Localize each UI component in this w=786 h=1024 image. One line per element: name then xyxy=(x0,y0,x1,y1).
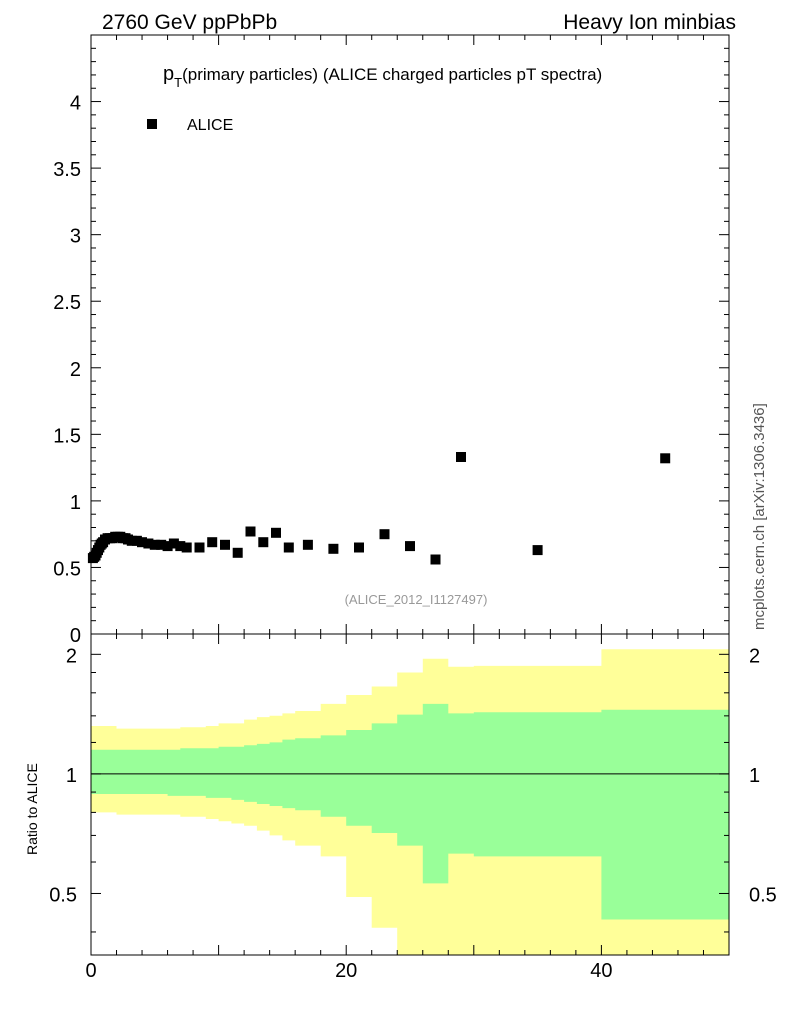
data-point xyxy=(137,537,147,548)
data-point xyxy=(232,547,243,558)
data-point xyxy=(162,541,173,552)
data-point xyxy=(220,539,230,550)
data-point xyxy=(660,453,671,464)
data-point xyxy=(328,543,339,554)
ratio-ylabel: Ratio to ALICE xyxy=(24,763,40,855)
plot-title-rest: (primary particles) (ALICE charged parti… xyxy=(182,65,602,84)
y-tick-label: 2.5 xyxy=(53,292,81,314)
data-point xyxy=(245,526,256,537)
data-point xyxy=(175,541,186,552)
y-tick-label: 2 xyxy=(70,359,81,381)
data-point xyxy=(207,537,218,548)
ratio-y-tick-label: 2 xyxy=(66,645,77,667)
plot-title-sub: T xyxy=(174,75,182,90)
data-point xyxy=(258,537,269,548)
ratio-y-tick-label-right: 1 xyxy=(749,765,760,787)
data-point xyxy=(430,554,441,565)
data-point xyxy=(532,545,543,556)
y-tick-label: 0.5 xyxy=(53,558,81,580)
data-point xyxy=(271,527,281,538)
data-point xyxy=(302,539,313,550)
data-point xyxy=(168,538,179,549)
y-tick-label: 1.5 xyxy=(53,425,81,447)
header-right: Heavy Ion minbias xyxy=(563,11,736,34)
header-left: 2760 GeV ppPbPb xyxy=(102,11,277,34)
ratio-y-tick-label: 1 xyxy=(66,765,77,787)
legend-marker xyxy=(147,119,157,129)
data-point xyxy=(283,542,294,553)
ratio-frame xyxy=(90,633,730,956)
ratio-y-tick-label-right: 0.5 xyxy=(749,884,777,906)
data-point xyxy=(126,535,137,546)
legend-label: ALICE xyxy=(187,117,233,134)
analysis-id: (ALICE_2012_I1127497) xyxy=(345,592,488,607)
ratio-plot: 0 20 40 0.5 0.5 1 1 2 2 xyxy=(49,633,777,982)
x-tick-label: 20 xyxy=(335,960,357,982)
x-tick-label: 40 xyxy=(590,960,612,982)
data-point xyxy=(405,541,415,552)
ratio-y-tick-label-right: 2 xyxy=(749,645,760,667)
data-point xyxy=(456,452,466,462)
data-point xyxy=(131,535,142,546)
side-note: mcplots.cern.ch [arXiv:1306.3436] xyxy=(751,403,768,630)
y-tick-label: 3 xyxy=(70,226,81,248)
data-point xyxy=(194,542,205,553)
plot-title: pT(primary particles) (ALICE charged par… xyxy=(163,63,602,90)
y-tick-label: 3.5 xyxy=(53,159,81,181)
ratio-band-inner xyxy=(91,703,729,920)
y-tick-label: 4 xyxy=(70,93,81,115)
data-point xyxy=(143,538,154,549)
data-point xyxy=(181,542,192,553)
data-point xyxy=(379,529,390,540)
y-tick-label: 0 xyxy=(70,625,81,647)
y-tick-label: 1 xyxy=(70,492,81,514)
plot-title-main: p xyxy=(163,63,174,85)
data-point xyxy=(149,539,160,550)
data-point xyxy=(156,539,167,550)
ratio-y-tick-label: 0.5 xyxy=(49,884,77,906)
data-point xyxy=(354,542,364,553)
x-tick-label: 0 xyxy=(85,960,96,982)
